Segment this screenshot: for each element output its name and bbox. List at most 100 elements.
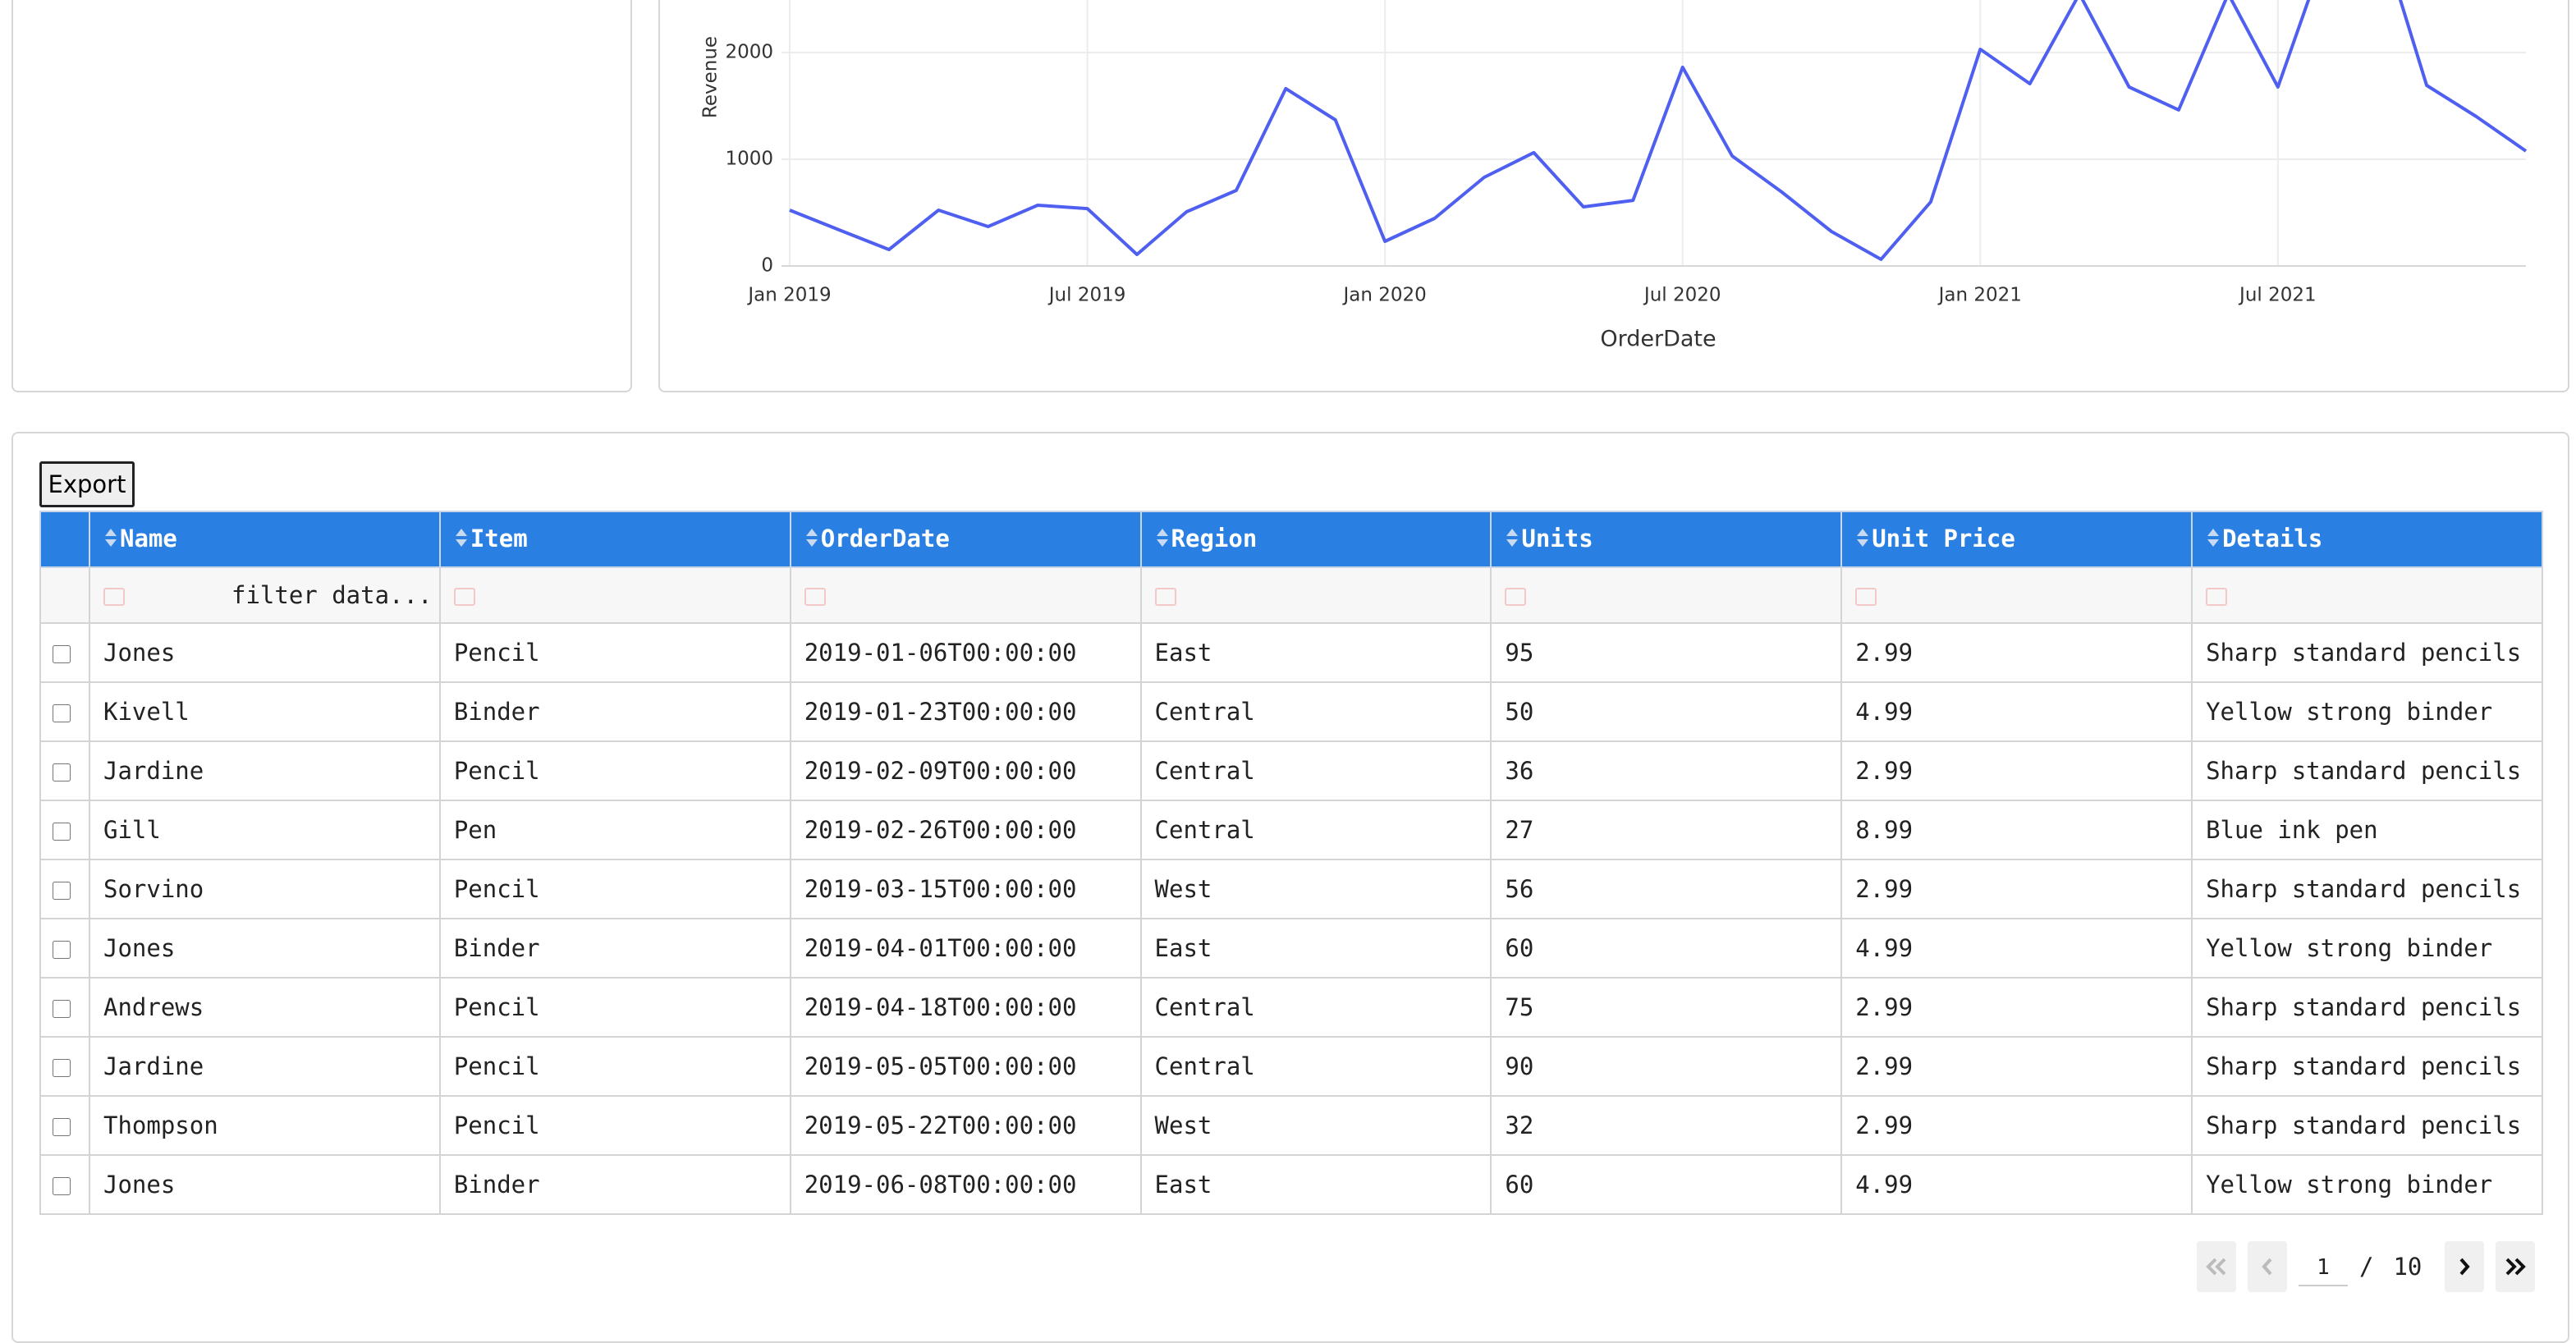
- table-cell: 2019-02-09T00:00:00: [789, 740, 1142, 801]
- row-checkbox[interactable]: [53, 763, 71, 782]
- filter-cell[interactable]: filter data...: [89, 566, 441, 624]
- select-cell: [39, 1154, 90, 1215]
- table-cell: 2019-06-08T00:00:00: [789, 1154, 1142, 1215]
- export-button[interactable]: Export: [39, 461, 135, 507]
- table-cell: East: [1139, 622, 1492, 683]
- prev-page[interactable]: [2248, 1241, 2287, 1292]
- column-header[interactable]: Units: [1490, 511, 1843, 568]
- table-cell: Jones: [89, 918, 441, 979]
- line-chart: Revenue OrderDate Jan 2019 Jul 2019 Jan 20…: [700, 0, 2528, 352]
- row-checkbox[interactable]: [53, 704, 71, 722]
- filter-icon: [804, 588, 826, 606]
- x-tick-label: Jan 2021: [1937, 285, 2022, 306]
- table-cell: 95: [1490, 622, 1843, 683]
- first-page[interactable]: [2197, 1241, 2236, 1292]
- column-title: Region: [1171, 525, 1258, 552]
- table-cell: 2019-04-01T00:00:00: [789, 918, 1142, 979]
- x-axis-title: OrderDate: [1600, 327, 1716, 352]
- table-cell: Sharp standard pencils: [2191, 740, 2543, 801]
- column-header[interactable]: Item: [438, 511, 791, 568]
- next-page[interactable]: [2445, 1241, 2485, 1292]
- table-cell: 60: [1490, 1154, 1843, 1215]
- table-row: Thompson Pencil 2019-05-22T00:00:00 West 32 2…: [39, 1095, 2543, 1156]
- table-cell: 4.99: [1840, 918, 2193, 979]
- column-title: Units: [1521, 525, 1593, 552]
- x-tick-label: Jul 2020: [1643, 285, 1721, 306]
- filter-cell[interactable]: [1840, 566, 2193, 624]
- select-cell: [39, 740, 90, 801]
- select-cell: [39, 681, 90, 742]
- row-checkbox[interactable]: [53, 941, 71, 959]
- page-input[interactable]: 1: [2299, 1247, 2348, 1286]
- filter-cell[interactable]: [2191, 566, 2543, 624]
- table-cell: 2019-01-23T00:00:00: [789, 681, 1142, 742]
- table-cell: Kivell: [89, 681, 441, 742]
- table-cell: Pen: [438, 800, 791, 860]
- table-cell: Sharp standard pencils: [2191, 1095, 2543, 1156]
- sort-icon: [804, 526, 819, 554]
- table-cell: Central: [1139, 977, 1492, 1038]
- sort-icon: [103, 526, 118, 554]
- y-tick-label: 2000: [725, 42, 773, 63]
- table-row: Jones Binder 2019-04-01T00:00:00 East 60 4.99…: [39, 918, 2543, 979]
- y-axis-title: Revenue: [700, 36, 722, 118]
- row-checkbox[interactable]: [53, 1118, 71, 1136]
- filter-cell[interactable]: [1490, 566, 1843, 624]
- table-cell: 90: [1490, 1036, 1843, 1097]
- row-checkbox[interactable]: [53, 823, 71, 841]
- table-cell: 50: [1490, 681, 1843, 742]
- row-checkbox[interactable]: [53, 1000, 71, 1018]
- select-cell: [39, 1036, 90, 1097]
- table-cell: 2.99: [1840, 622, 2193, 683]
- table-cell: 2019-05-22T00:00:00: [789, 1095, 1142, 1156]
- table-cell: Sharp standard pencils: [2191, 1036, 2543, 1097]
- header-row: Name Item OrderDate Region Units Unit Price De…: [39, 511, 2543, 568]
- table-cell: 2019-03-15T00:00:00: [789, 859, 1142, 919]
- table-cell: 4.99: [1840, 681, 2193, 742]
- row-checkbox[interactable]: [53, 1177, 71, 1195]
- row-checkbox[interactable]: [53, 882, 71, 900]
- table-cell: 32: [1490, 1095, 1843, 1156]
- sort-icon: [1155, 526, 1170, 554]
- column-header[interactable]: Unit Price: [1840, 511, 2193, 568]
- select-cell: [39, 622, 90, 683]
- table-cell: Yellow strong binder: [2191, 681, 2543, 742]
- table-cell: Pencil: [438, 859, 791, 919]
- table-cell: Gill: [89, 800, 441, 860]
- last-page[interactable]: [2496, 1241, 2536, 1292]
- filter-icon: [1154, 588, 1176, 606]
- column-title: Item: [470, 525, 528, 552]
- table-cell: Binder: [438, 918, 791, 979]
- table-cell: 2.99: [1840, 1036, 2193, 1097]
- select-cell: [39, 859, 90, 919]
- column-title: OrderDate: [820, 525, 950, 552]
- filter-icon: [1505, 588, 1527, 606]
- table-cell: 2.99: [1840, 1095, 2193, 1156]
- table-cell: Yellow strong binder: [2191, 918, 2543, 979]
- table-cell: 60: [1490, 918, 1843, 979]
- filter-cell[interactable]: [789, 566, 1142, 624]
- table-cell: East: [1139, 1154, 1492, 1215]
- row-checkbox[interactable]: [53, 1059, 71, 1077]
- filter-cell[interactable]: [438, 566, 791, 624]
- select-cell: [39, 800, 90, 860]
- table-row: Jones Binder 2019-06-08T00:00:00 East 60 4.99…: [39, 1154, 2543, 1215]
- table-cell: 2019-05-05T00:00:00: [789, 1036, 1142, 1097]
- table-cell: West: [1139, 1095, 1492, 1156]
- column-header[interactable]: OrderDate: [789, 511, 1142, 568]
- filter-cell[interactable]: [1139, 566, 1492, 624]
- column-header[interactable]: Name: [89, 511, 441, 568]
- filter-placeholder: filter data...: [231, 581, 433, 609]
- table-cell: 2.99: [1840, 740, 2193, 801]
- column-header[interactable]: Region: [1139, 511, 1492, 568]
- column-header[interactable]: Details: [2191, 511, 2543, 568]
- row-checkbox[interactable]: [53, 645, 71, 663]
- table-cell: 56: [1490, 859, 1843, 919]
- filter-cell: [39, 566, 90, 624]
- table-row: Kivell Binder 2019-01-23T00:00:00 Central 50…: [39, 681, 2543, 742]
- sort-icon: [1505, 526, 1519, 554]
- filter-icon: [2206, 588, 2228, 606]
- x-tick-label: Jul 2019: [1047, 285, 1126, 306]
- table-cell: Jones: [89, 1154, 441, 1215]
